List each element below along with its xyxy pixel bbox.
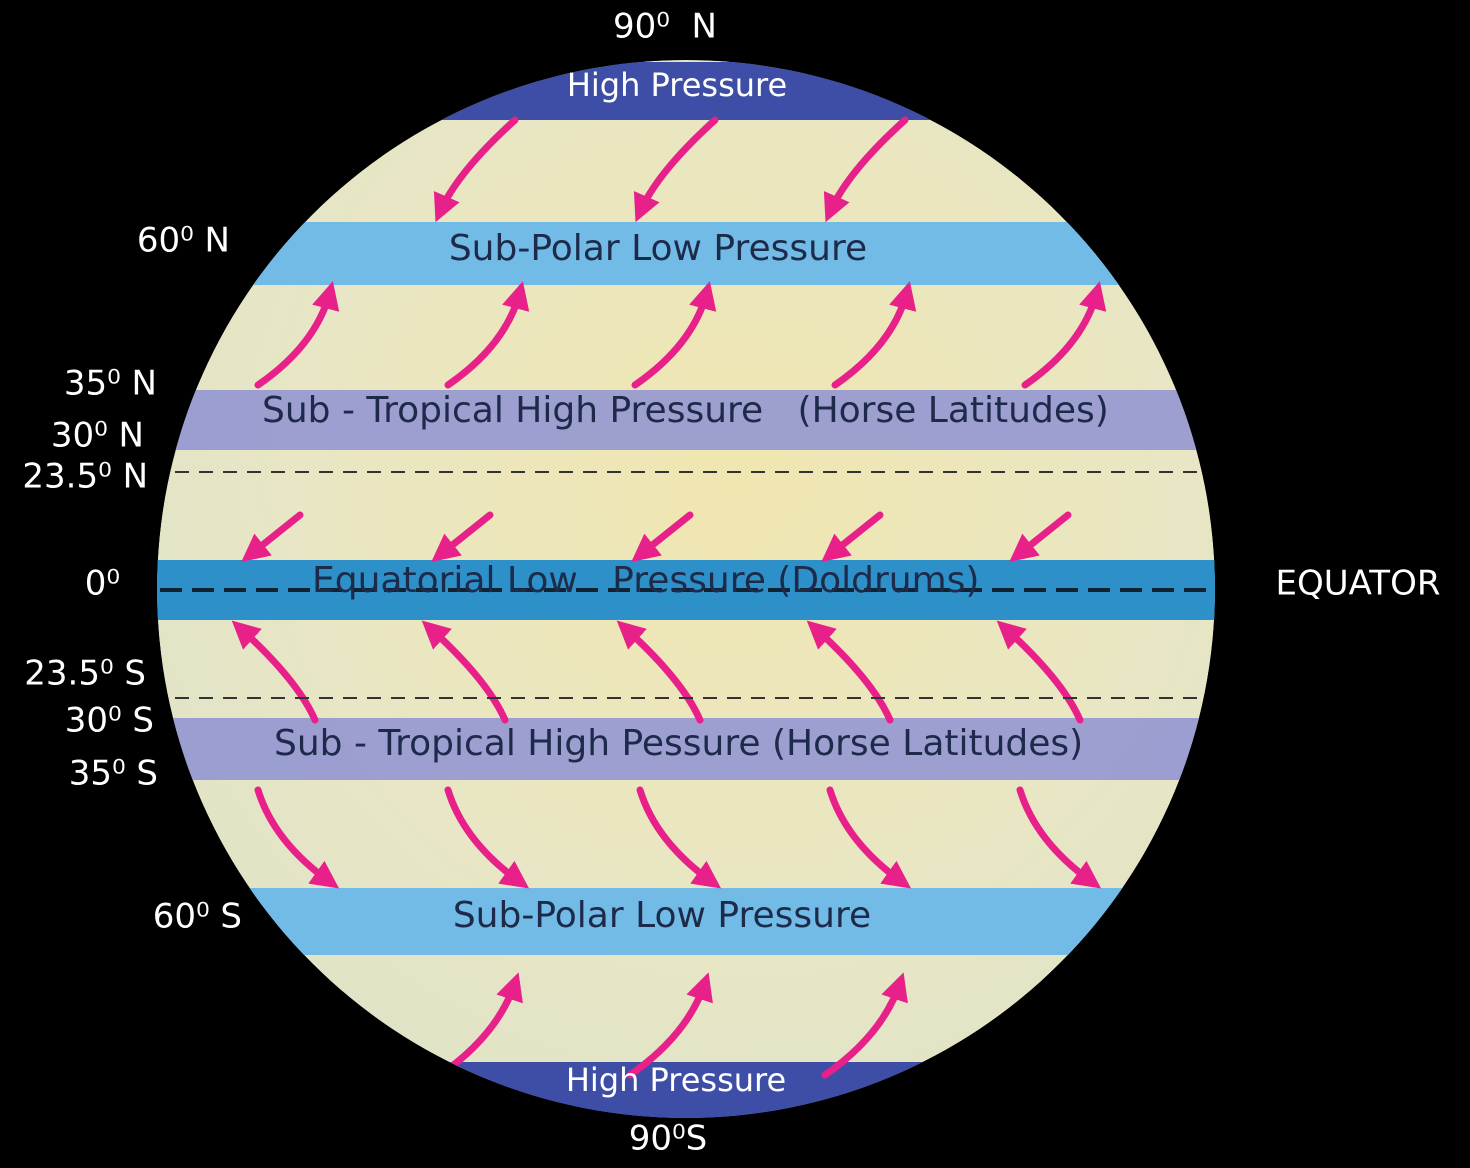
- wind-arrow: [821, 511, 884, 562]
- latitude-label: 23.5⁰ S: [24, 654, 146, 694]
- wind-arrow: [241, 511, 304, 562]
- wind-arrow: [831, 281, 917, 389]
- band-subpolar-n: [157, 222, 1215, 285]
- pole-label: 90⁰ N: [613, 7, 717, 47]
- belt-label: Sub-Polar Low Pressure: [453, 895, 871, 936]
- wind-arrow: [823, 116, 909, 223]
- wind-arrow: [231, 620, 319, 724]
- wind-arrow: [631, 281, 717, 389]
- belt-label: Equatorial Low Pressure (Doldrums): [312, 560, 979, 601]
- wind-arrow: [631, 511, 694, 562]
- band-subtropical-n: [157, 390, 1215, 450]
- wind-arrow: [826, 786, 912, 889]
- wind-arrow: [433, 116, 519, 223]
- belt-label: High Pressure: [567, 66, 787, 104]
- latitude-label: 35⁰ S: [69, 754, 158, 794]
- band-subpolar-s: [157, 888, 1215, 955]
- wind-arrow: [254, 281, 340, 389]
- wind-arrow: [444, 281, 530, 389]
- belt-label: Sub-Polar Low Pressure: [449, 228, 867, 269]
- latitude-label: 30⁰ S: [65, 701, 154, 741]
- belt-label: Sub - Tropical High Pessure (Horse Latit…: [274, 723, 1083, 764]
- band-subtropical-s: [157, 718, 1215, 780]
- wind-arrow: [1009, 511, 1072, 562]
- wind-arrow: [421, 620, 509, 724]
- wind-arrow: [996, 620, 1084, 724]
- wind-arrows: [231, 116, 1107, 1079]
- belt-label: Sub - Tropical High Pressure (Horse Lati…: [262, 390, 1109, 431]
- pole-label: 90⁰S: [629, 1119, 707, 1159]
- wind-arrow: [431, 511, 494, 562]
- latitude-label: 35⁰ N: [64, 364, 157, 404]
- latitude-label: 0⁰: [85, 564, 120, 604]
- wind-arrow: [806, 620, 894, 724]
- wind-arrow: [1016, 786, 1102, 889]
- wind-arrow: [821, 972, 908, 1079]
- wind-arrow: [254, 786, 340, 889]
- latitude-label: 60⁰ S: [153, 897, 242, 937]
- wind-arrow: [1021, 281, 1107, 389]
- belt-label: High Pressure: [566, 1061, 786, 1099]
- equator-label: EQUATOR: [1276, 564, 1441, 604]
- latitude-label: 60⁰ N: [137, 221, 230, 261]
- wind-arrow: [636, 786, 722, 889]
- wind-arrow: [633, 116, 719, 223]
- wind-arrow: [626, 972, 713, 1079]
- wind-arrow: [616, 620, 704, 724]
- latitude-label: 30⁰ N: [51, 416, 144, 456]
- latitude-label: 23.5⁰ N: [22, 457, 148, 497]
- wind-arrow: [444, 786, 530, 889]
